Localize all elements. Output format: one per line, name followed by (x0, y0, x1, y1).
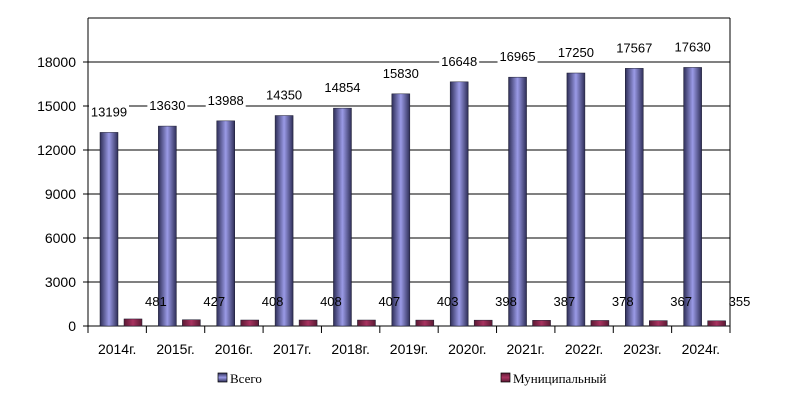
data-label-municipal: 387 (554, 294, 576, 309)
data-label-bg (264, 87, 305, 104)
x-tick-label: 2016г. (215, 341, 253, 357)
data-label-municipal: 398 (495, 294, 517, 309)
x-tick-labels: 2014г. 2015г. 2016г. 2017г. 2018г. 2019г. 2020… (98, 341, 720, 357)
legend-swatch-municipal (500, 372, 511, 383)
bar-municipal (182, 319, 201, 327)
data-label-total: 15830 (383, 66, 419, 81)
y-tick-label: 3000 (45, 274, 76, 290)
bar-municipal (123, 318, 143, 327)
bar-total (333, 107, 352, 327)
bar-total (158, 125, 177, 327)
data-label-bg (89, 104, 129, 121)
data-label-municipal: 403 (437, 294, 459, 309)
legend-label-total: Всего (230, 371, 262, 386)
bar-total (216, 120, 235, 327)
x-tick-label: 2024г. (682, 341, 720, 357)
data-label-total: 17630 (675, 39, 711, 54)
bar-municipal (473, 319, 493, 327)
data-label-total: 17250 (558, 45, 594, 60)
bar-total (99, 132, 119, 327)
data-label-municipal: 427 (203, 294, 225, 309)
data-label-total: 13630 (149, 98, 185, 113)
data-label-bg (497, 49, 538, 66)
bars (99, 67, 726, 327)
bar-municipal (357, 319, 376, 327)
legend-swatch-total (217, 372, 228, 383)
data-label-total: 13988 (208, 93, 244, 108)
bar-total (449, 81, 469, 327)
data-label-total: 13199 (91, 104, 127, 119)
x-tick-label: 2022г. (565, 341, 603, 357)
data-label-municipal: 378 (612, 294, 634, 309)
x-tick-label: 2019г. (390, 341, 428, 357)
y-tick-label: 18000 (37, 54, 76, 70)
data-label-bg (322, 80, 363, 97)
bar-total (274, 115, 294, 327)
y-tick-label: 6000 (45, 230, 76, 246)
data-label-bg (439, 53, 480, 70)
data-label-total: 17567 (616, 40, 652, 55)
bar-total (683, 67, 702, 327)
data-label-municipal: 481 (145, 294, 167, 309)
y-tick-label: 0 (68, 318, 76, 334)
bar-municipal (649, 320, 668, 327)
bar-total (508, 76, 527, 327)
data-label-municipal: 407 (378, 294, 400, 309)
bar-municipal (415, 319, 435, 327)
data-label-total: 14854 (324, 80, 360, 95)
y-tick-label: 15000 (37, 98, 76, 114)
data-labels: 13199 481 13630 427 13988 408 14350 408 14854 407… (89, 39, 750, 309)
data-label-bg (205, 92, 246, 109)
bar-municipal (532, 320, 551, 327)
data-label-bg (555, 45, 596, 61)
data-label-total: 16648 (441, 54, 477, 69)
data-label-bg (614, 40, 655, 57)
data-label-bg (380, 65, 421, 82)
x-tick-label: 2020г. (448, 341, 486, 357)
bar-total (391, 93, 411, 327)
data-label-municipal: 408 (320, 294, 342, 309)
y-tick-label: 12000 (37, 142, 76, 158)
data-label-municipal: 408 (262, 294, 284, 309)
legend: Всего Муниципальный (217, 371, 607, 386)
y-tick-labels: 0 3000 6000 9000 12000 15000 18000 (37, 54, 76, 334)
bar-municipal (590, 320, 610, 327)
x-tick-label: 2023г. (623, 341, 661, 357)
data-label-bg (147, 98, 188, 115)
x-tick-label: 2018г. (331, 341, 369, 357)
x-tick-label: 2015г. (156, 341, 194, 357)
data-label-municipal: 355 (729, 294, 751, 309)
bar-total (566, 72, 586, 327)
y-tick-label: 9000 (45, 186, 76, 202)
bar-municipal (240, 319, 259, 327)
data-label-municipal: 367 (670, 294, 692, 309)
data-label-total: 16965 (499, 49, 535, 64)
bar-municipal (298, 319, 318, 327)
x-tick-label: 2021г. (507, 341, 545, 357)
bar-municipal (707, 320, 726, 327)
x-tick-label: 2014г. (98, 341, 136, 357)
data-label-total: 14350 (266, 88, 302, 103)
x-tick-label: 2017г. (273, 341, 311, 357)
data-label-bg (672, 39, 713, 56)
bar-total (625, 68, 644, 327)
legend-label-municipal: Муниципальный (513, 371, 607, 386)
